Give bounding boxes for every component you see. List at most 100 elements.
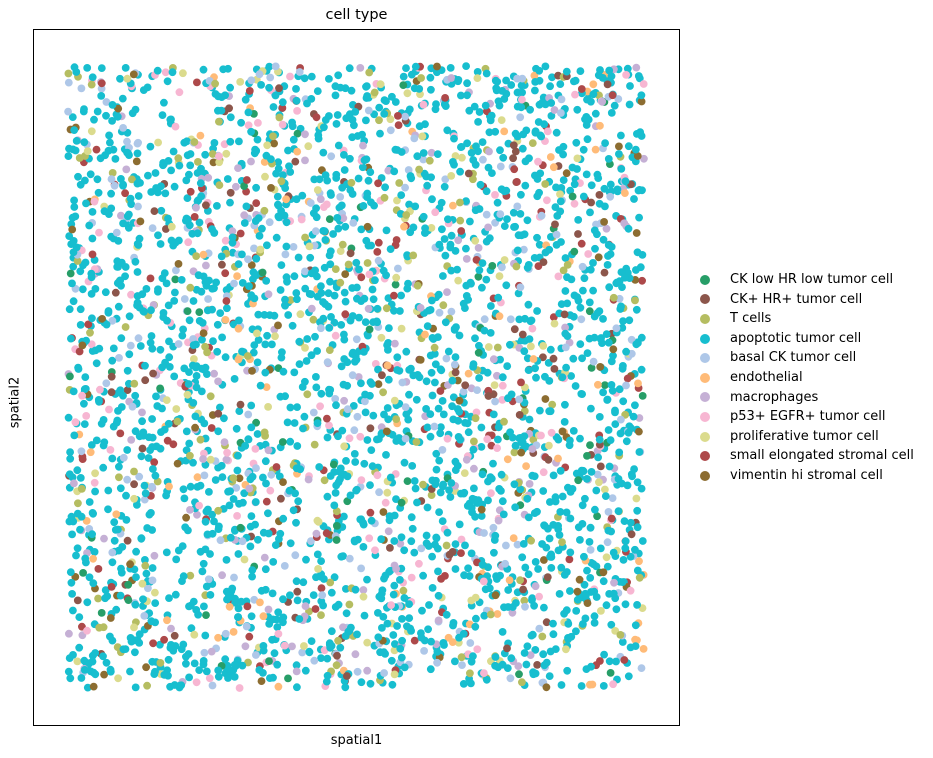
- data-point: [124, 210, 133, 219]
- data-point: [106, 632, 114, 641]
- data-point: [616, 631, 625, 639]
- data-point: [360, 611, 369, 620]
- data-point: [366, 168, 375, 177]
- data-point: [405, 390, 413, 399]
- data-point: [199, 365, 208, 374]
- data-point: [135, 472, 144, 481]
- data-point: [75, 347, 84, 356]
- data-point: [611, 594, 620, 603]
- data-point: [493, 610, 502, 618]
- data-point: [627, 470, 636, 479]
- data-point: [393, 366, 402, 374]
- data-point: [104, 505, 112, 514]
- data-point: [271, 541, 280, 549]
- data-point: [440, 182, 449, 191]
- data-point: [204, 295, 213, 303]
- data-point: [397, 324, 406, 333]
- data-point: [100, 534, 108, 543]
- points-layer: [64, 62, 648, 692]
- data-point: [226, 83, 235, 92]
- data-point: [435, 456, 444, 465]
- data-point: [545, 441, 553, 450]
- data-point: [621, 189, 629, 198]
- data-point: [274, 321, 282, 330]
- data-point: [455, 396, 464, 405]
- data-point: [87, 290, 96, 298]
- data-point: [259, 473, 267, 482]
- data-point: [554, 272, 563, 281]
- data-point: [240, 211, 249, 220]
- data-point: [327, 627, 336, 636]
- data-point: [148, 482, 156, 491]
- data-point: [114, 525, 122, 534]
- data-point: [506, 340, 514, 349]
- data-point: [225, 592, 234, 600]
- data-point: [147, 617, 156, 626]
- data-point: [576, 434, 584, 443]
- legend-marker-icon: [700, 411, 710, 422]
- data-point: [500, 222, 509, 231]
- data-point: [202, 201, 210, 210]
- data-point: [253, 135, 262, 144]
- data-point: [179, 485, 188, 494]
- data-point: [345, 434, 354, 443]
- data-point: [454, 276, 463, 285]
- data-point: [261, 457, 270, 466]
- data-point: [577, 239, 586, 248]
- data-point: [472, 614, 480, 623]
- data-point: [161, 189, 170, 198]
- data-point: [543, 196, 551, 205]
- data-point: [451, 540, 460, 548]
- data-point: [474, 272, 483, 281]
- data-point: [68, 530, 76, 539]
- data-point: [205, 674, 214, 683]
- data-point: [278, 348, 286, 357]
- data-point: [636, 263, 645, 272]
- data-point: [324, 289, 333, 298]
- data-point: [266, 674, 274, 682]
- data-point: [108, 101, 117, 109]
- data-point: [277, 177, 286, 186]
- data-point: [83, 626, 91, 635]
- data-point: [547, 99, 556, 107]
- data-point: [462, 455, 471, 464]
- data-point: [484, 343, 493, 351]
- data-point: [459, 680, 468, 688]
- data-point: [157, 182, 165, 191]
- data-point: [471, 334, 479, 343]
- data-point: [381, 498, 390, 507]
- data-point: [67, 334, 75, 343]
- data-point: [327, 152, 336, 161]
- data-point: [110, 181, 119, 190]
- data-point: [608, 91, 617, 100]
- data-point: [119, 124, 127, 132]
- data-point: [399, 72, 408, 81]
- data-point: [312, 373, 320, 381]
- data-point: [528, 139, 537, 148]
- data-point: [342, 609, 351, 618]
- data-point: [258, 268, 267, 277]
- data-point: [386, 473, 395, 482]
- data-point: [280, 562, 289, 570]
- data-point: [245, 282, 253, 290]
- data-point: [201, 517, 210, 526]
- data-point: [296, 310, 305, 319]
- data-point: [281, 250, 290, 259]
- data-point: [372, 317, 381, 326]
- data-point: [313, 550, 322, 559]
- data-point: [419, 212, 428, 221]
- data-point: [393, 353, 402, 362]
- data-point: [344, 260, 353, 269]
- data-point: [206, 455, 215, 464]
- data-point: [186, 601, 195, 610]
- data-point: [326, 260, 335, 269]
- data-point: [229, 628, 238, 636]
- data-point: [116, 429, 125, 438]
- data-point: [151, 588, 159, 597]
- data-point: [343, 381, 352, 390]
- data-point: [196, 179, 205, 188]
- data-point: [201, 545, 210, 554]
- data-point: [160, 671, 169, 679]
- data-point: [149, 465, 157, 473]
- data-point: [115, 473, 123, 482]
